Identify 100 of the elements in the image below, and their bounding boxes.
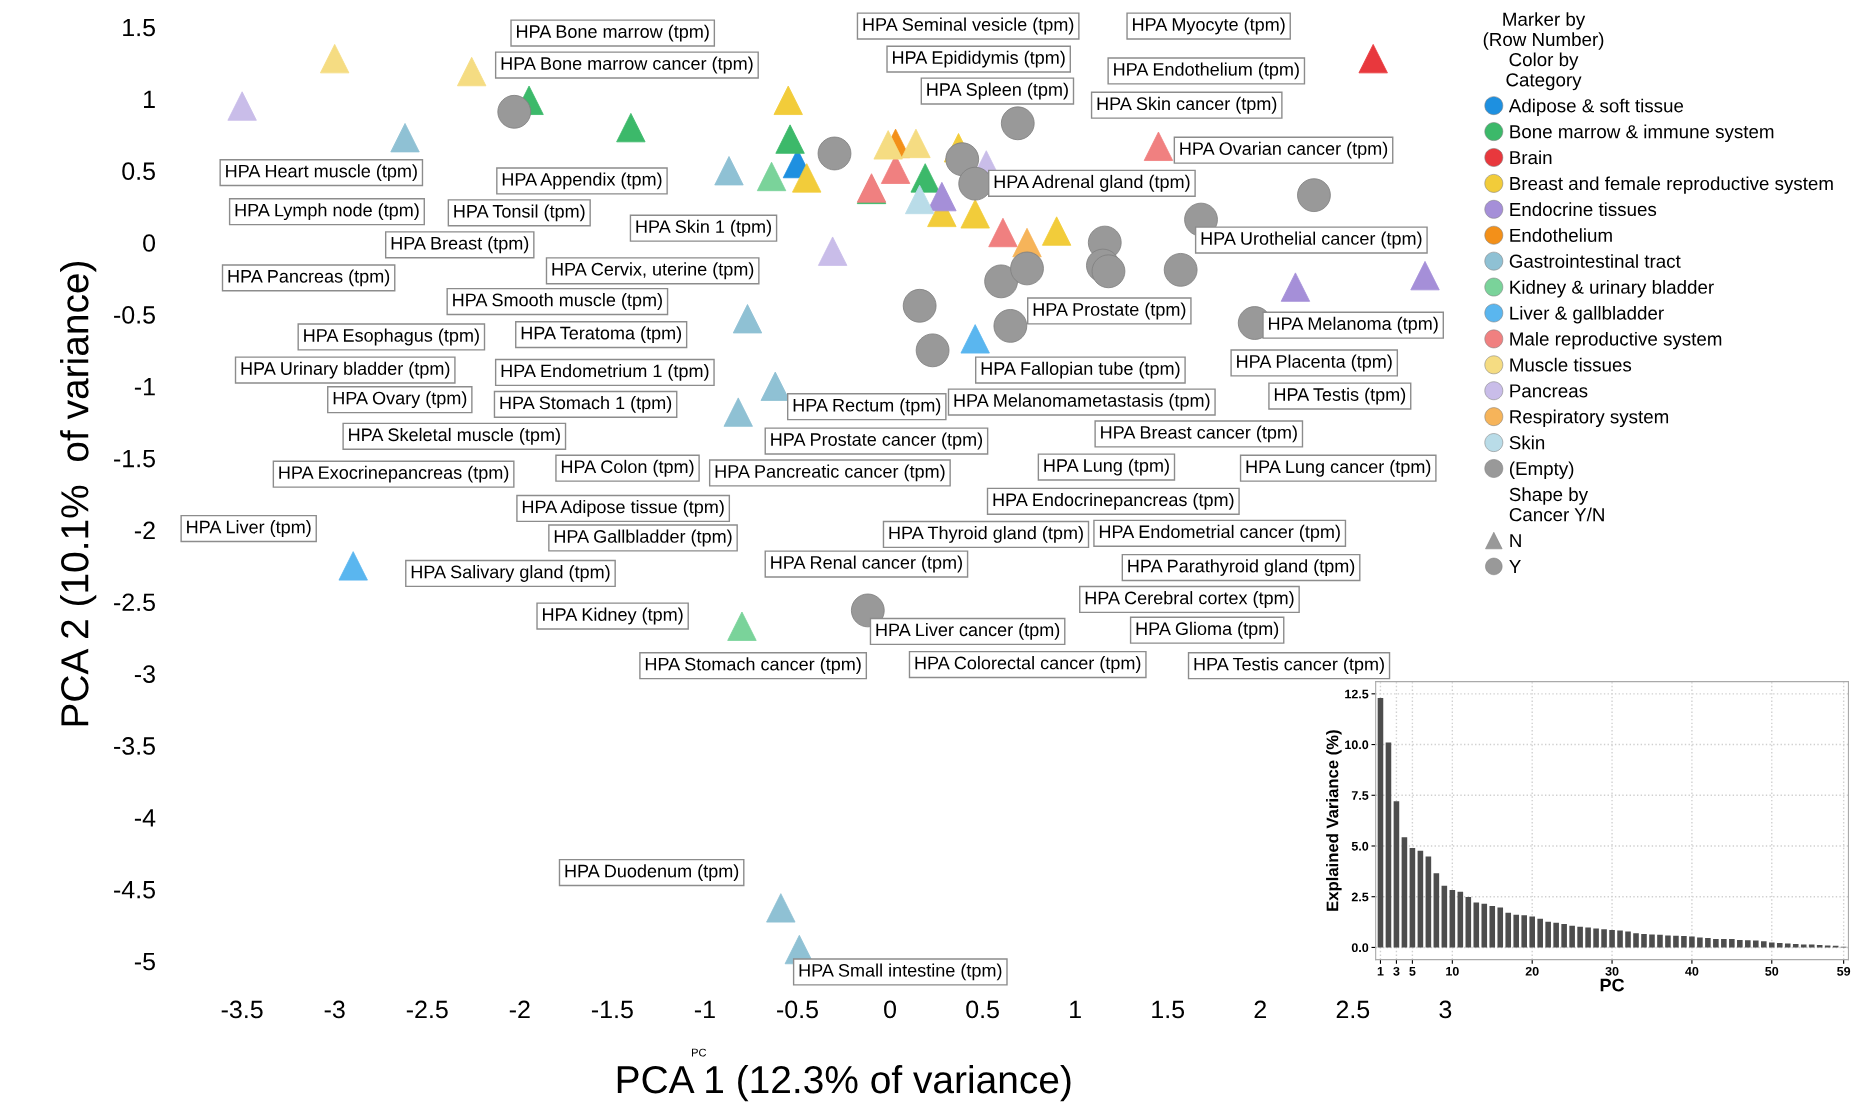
x-tick-label: 50 xyxy=(1765,966,1779,976)
y-tick-label: -5 xyxy=(134,952,155,971)
annotation: HPA Teratoma (tpm) xyxy=(521,326,682,344)
y-tick-label: -2.5 xyxy=(114,593,155,612)
legend-label: Adipose & soft tissue xyxy=(1508,98,1684,117)
annotation: HPA Cervix, uterine (tpm) xyxy=(552,262,754,280)
y-axis-title: Explained Variance (%) xyxy=(1326,730,1342,911)
legend-label: Gastrointestinal tract xyxy=(1509,254,1681,268)
annotation: HPA Lymph node (tpm) xyxy=(235,203,419,221)
y-tick-label: 0 xyxy=(143,234,156,252)
annotation: HPA Testis (tpm) xyxy=(1274,387,1406,405)
y-tick-label: 7.5 xyxy=(1351,791,1369,800)
annotation: HPA Prostate cancer (tpm) xyxy=(771,432,983,450)
annotation: HPA Thyroid gland (tpm) xyxy=(889,526,1083,543)
annotation: HPA Lung cancer (tpm) xyxy=(1246,459,1431,477)
legend-title: Marker by (Row Number) Color by Category xyxy=(1483,12,1604,91)
text: Shape by Cancer Y/N xyxy=(1509,487,1604,522)
annotation: HPA Glioma (tpm) xyxy=(1136,621,1279,639)
legend-label: Male reproductive system xyxy=(1510,331,1722,350)
annotation: HPA Breast (tpm) xyxy=(391,236,529,254)
y-tick-label: -4.5 xyxy=(114,881,155,899)
x-tick-label: 0.5 xyxy=(966,1000,999,1019)
x-tick-label: 3 xyxy=(1393,966,1400,976)
legend-label: Skin xyxy=(1509,435,1545,450)
x-tick-label: 30 xyxy=(1605,966,1619,976)
y-tick-label: -1.5 xyxy=(114,449,155,468)
y-tick-label: 1.5 xyxy=(123,18,155,37)
text: PC xyxy=(691,1048,707,1057)
x-axis-title: PCA 1 (12.3% of variance) xyxy=(617,1064,1071,1102)
y-tick-label: 12.5 xyxy=(1345,689,1369,699)
annotation: HPA Epididymis (tpm) xyxy=(893,50,1065,68)
annotation: HPA Lung (tpm) xyxy=(1044,458,1169,476)
x-tick-label: 3 xyxy=(1439,1000,1452,1019)
legend-label: Bone marrow & immune system xyxy=(1510,124,1774,143)
annotation: HPA Esophagus (tpm) xyxy=(304,328,479,346)
annotation: HPA Skeletal muscle (tpm) xyxy=(349,427,560,445)
annotation: HPA Exocrinepancreas (tpm) xyxy=(279,465,509,483)
annotation: HPA Kidney (tpm) xyxy=(543,607,683,625)
annotation: HPA Smooth muscle (tpm) xyxy=(453,293,662,310)
annotation: HPA Bone marrow (tpm) xyxy=(517,24,709,42)
annotation: HPA Renal cancer (tpm) xyxy=(771,555,962,573)
legend-label: Breast and female reproductive system xyxy=(1510,176,1833,194)
annotation: HPA Prostate (tpm) xyxy=(1033,302,1186,320)
annotation: HPA Ovary (tpm) xyxy=(333,391,467,409)
annotation: HPA Skin cancer (tpm) xyxy=(1097,96,1277,114)
y-tick-label: 1 xyxy=(144,90,155,108)
annotation: HPA Myocyte (tpm) xyxy=(1133,17,1285,35)
legend-label: N xyxy=(1510,534,1521,548)
y-tick-label: -2 xyxy=(134,521,155,540)
annotation: HPA Ovarian cancer (tpm) xyxy=(1180,141,1388,159)
x-tick-label: 1 xyxy=(1070,1000,1081,1019)
annotation: HPA Endometrial cancer (tpm) xyxy=(1099,524,1340,542)
annotation: HPA Skin 1 (tpm) xyxy=(636,219,771,237)
legend-label: (Empty) xyxy=(1509,461,1574,479)
y-tick-label: -4 xyxy=(134,809,156,827)
annotation: HPA Seminal vesicle (tpm) xyxy=(863,17,1074,35)
annotation: HPA Duodenum (tpm) xyxy=(565,864,739,882)
y-tick-label: 0.5 xyxy=(122,162,155,181)
annotation: HPA Urothelial cancer (tpm) xyxy=(1201,231,1422,249)
legend-label: Y xyxy=(1509,560,1521,573)
y-tick-label: -3.5 xyxy=(114,737,155,755)
annotation: HPA Liver (tpm) xyxy=(187,520,311,537)
text: HPA Small intestine (tpm) xyxy=(799,963,1002,981)
legend-label: Kidney & urinary bladder xyxy=(1510,280,1714,298)
annotation: HPA Cerebral cortex (tpm) xyxy=(1085,591,1294,608)
x-tick-label: -0.5 xyxy=(777,1000,818,1019)
y-axis-title: PCA 2 (10.1% of variance) xyxy=(60,261,97,726)
x-tick-label: -1.5 xyxy=(591,1000,633,1019)
x-tick-label: 10 xyxy=(1446,966,1459,976)
legend-label: Respiratory system xyxy=(1510,409,1669,428)
annotation: HPA Parathyroid gland (tpm) xyxy=(1128,559,1355,576)
x-tick-label: 40 xyxy=(1685,966,1699,976)
x-tick-label: -1 xyxy=(694,1000,715,1019)
annotation: HPA Melanoma (tpm) xyxy=(1269,316,1438,334)
annotation: HPA Stomach 1 (tpm) xyxy=(500,395,672,413)
annotation: HPA Rectum (tpm) xyxy=(793,398,941,416)
x-tick-label: 20 xyxy=(1525,966,1539,976)
annotation: HPA Pancreas (tpm) xyxy=(228,269,390,287)
legend-label: Pancreas xyxy=(1510,384,1588,398)
y-tick-label: 0.0 xyxy=(1351,943,1369,953)
x-tick-label: 5 xyxy=(1409,967,1416,976)
annotation: HPA Endocrinepancreas (tpm) xyxy=(993,492,1234,510)
x-tick-label: 1.5 xyxy=(1152,1000,1185,1019)
x-tick-label: 1 xyxy=(1377,967,1384,976)
x-tick-label: 59 xyxy=(1837,966,1851,976)
annotation: HPA Spleen (tpm) xyxy=(927,82,1068,100)
annotation: HPA Liver cancer (tpm) xyxy=(876,622,1060,640)
annotation: HPA Urinary bladder (tpm) xyxy=(241,361,450,379)
legend-label: Muscle tissues xyxy=(1510,357,1632,372)
legend-label: Endothelium xyxy=(1510,228,1612,242)
annotation: HPA Placenta (tpm) xyxy=(1237,354,1392,372)
annotation: HPA Tonsil (tpm) xyxy=(454,204,585,222)
x-tick-label: -2.5 xyxy=(406,1000,448,1019)
annotation: HPA Melanomametastasis (tpm) xyxy=(954,393,1210,411)
y-tick-label: -3 xyxy=(134,665,155,683)
y-tick-label: 5.0 xyxy=(1351,841,1369,851)
x-tick-label: -3 xyxy=(324,1000,345,1019)
annotation: HPA Colorectal cancer (tpm) xyxy=(915,656,1141,673)
x-axis-title: PC xyxy=(1600,978,1625,992)
x-tick-label: 2 xyxy=(1254,1000,1266,1019)
